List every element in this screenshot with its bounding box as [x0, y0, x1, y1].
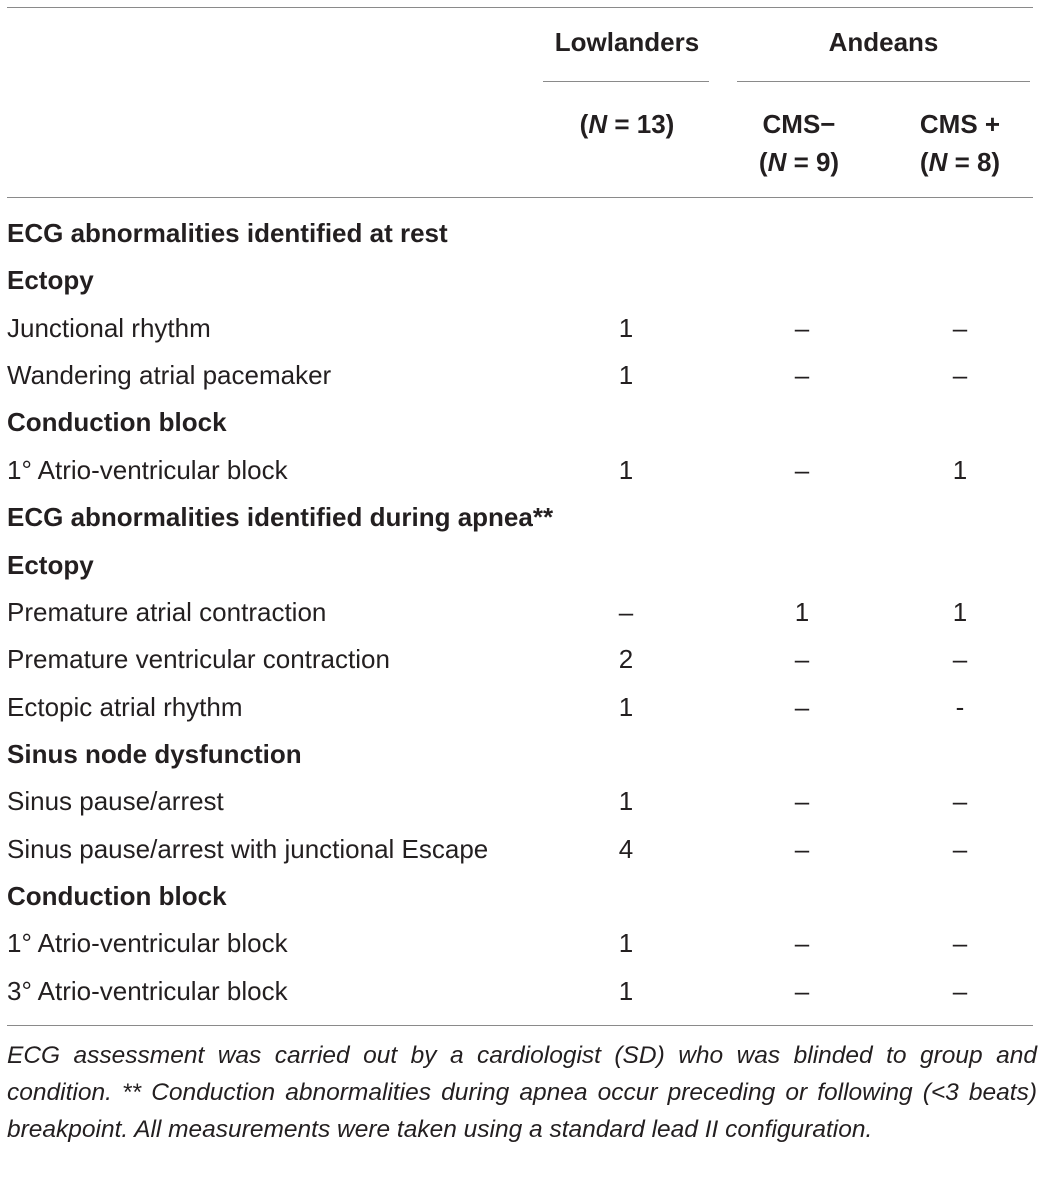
- cell-cms-neg: –: [794, 976, 810, 1006]
- cell-cms-pos: –: [952, 644, 968, 674]
- row-label: 1° Atrio-ventricular block: [7, 928, 288, 958]
- cell-cms-neg: –: [794, 928, 810, 958]
- section-heading: Ectopy: [7, 550, 94, 580]
- row-label: Sinus pause/arrest: [7, 786, 224, 816]
- header-lowlanders-n: (N = 13): [579, 109, 675, 139]
- cell-cms-pos: –: [952, 928, 968, 958]
- cell-cms-neg: –: [794, 834, 810, 864]
- cell-lowlanders: 2: [618, 644, 634, 674]
- cell-lowlanders: 1: [618, 360, 634, 390]
- cell-lowlanders: 1: [618, 313, 634, 343]
- cell-cms-neg: –: [794, 786, 810, 816]
- section-heading: ECG abnormalities identified during apne…: [7, 502, 554, 532]
- cell-cms-neg: –: [794, 360, 810, 390]
- row-label: 1° Atrio-ventricular block: [7, 455, 288, 485]
- section-heading: Conduction block: [7, 881, 227, 911]
- lowlanders-underline: [543, 81, 709, 82]
- cell-cms-neg: –: [794, 313, 810, 343]
- table-top-rule: [7, 7, 1033, 8]
- cell-lowlanders: 1: [618, 976, 634, 1006]
- row-label: Wandering atrial pacemaker: [7, 360, 332, 390]
- header-bottom-rule: [7, 197, 1033, 198]
- cell-lowlanders: 4: [618, 834, 634, 864]
- cell-cms-neg: –: [794, 692, 810, 722]
- header-lowlanders: Lowlanders: [554, 27, 700, 57]
- cell-cms-neg: –: [794, 455, 810, 485]
- table-bottom-rule: [7, 1025, 1033, 1026]
- cell-lowlanders: 1: [618, 692, 634, 722]
- header-andeans: Andeans: [828, 27, 939, 57]
- andeans-underline: [737, 81, 1030, 82]
- row-label: 3° Atrio-ventricular block: [7, 976, 288, 1006]
- section-heading: Conduction block: [7, 407, 227, 437]
- cell-cms-pos: 1: [952, 597, 968, 627]
- row-label: Junctional rhythm: [7, 313, 211, 343]
- cell-lowlanders: 1: [618, 455, 634, 485]
- section-heading: Sinus node dysfunction: [7, 739, 302, 769]
- cell-cms-pos: –: [952, 976, 968, 1006]
- cell-lowlanders: 1: [618, 928, 634, 958]
- cell-lowlanders: –: [618, 597, 634, 627]
- cell-cms-pos: –: [952, 834, 968, 864]
- row-label: Sinus pause/arrest with junctional Escap…: [7, 834, 489, 864]
- section-heading: ECG abnormalities identified at rest: [7, 218, 448, 248]
- row-label: Premature ventricular contraction: [7, 644, 390, 674]
- cell-cms-pos: -: [955, 692, 965, 722]
- header-cms-neg: CMS− (N = 9): [758, 109, 840, 177]
- cell-lowlanders: 1: [618, 786, 634, 816]
- cell-cms-pos: –: [952, 313, 968, 343]
- row-label: Premature atrial contraction: [7, 597, 327, 627]
- cell-cms-pos: 1: [952, 455, 968, 485]
- row-label: Ectopic atrial rhythm: [7, 692, 243, 722]
- header-cms-pos: CMS + (N = 8): [919, 109, 1001, 177]
- section-heading: Ectopy: [7, 265, 94, 295]
- cell-cms-neg: –: [794, 644, 810, 674]
- cell-cms-pos: –: [952, 360, 968, 390]
- cell-cms-pos: –: [952, 786, 968, 816]
- table-footnote: ECG assessment was carried out by a card…: [7, 1042, 1037, 1143]
- cell-cms-neg: 1: [794, 597, 810, 627]
